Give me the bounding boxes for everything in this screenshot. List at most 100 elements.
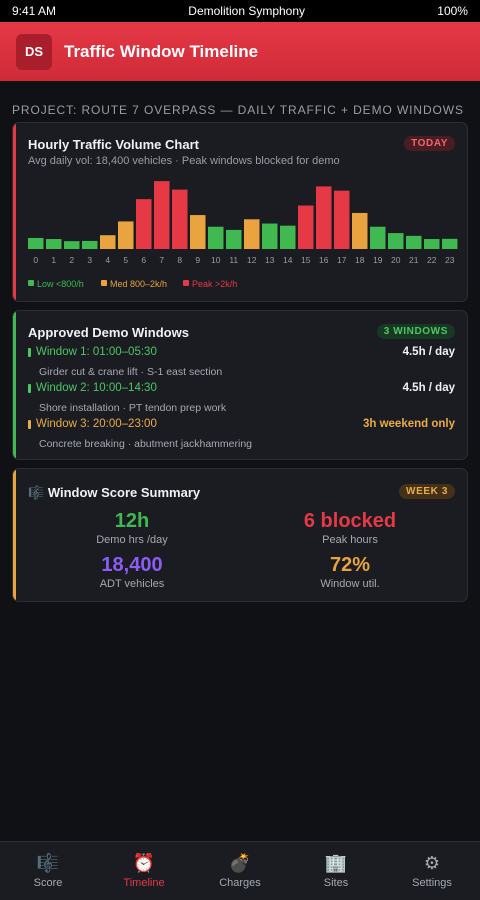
nav-tab-label: Charges xyxy=(219,877,261,889)
window-name-text: Window 3: 20:00–23:00 xyxy=(36,418,157,430)
x-tick-label: 2 xyxy=(69,255,74,265)
nav-tab-settings[interactable]: ⚙ Settings xyxy=(384,842,480,900)
legend-swatch-peak xyxy=(183,280,189,286)
bar-hour-2 xyxy=(64,241,80,249)
stat-value: 12h xyxy=(114,510,150,532)
legend-label-peak: Peak >2k/h xyxy=(192,279,237,289)
page-title: Traffic Window Timeline xyxy=(64,41,259,61)
windows-count-badge: 3 WINDOWS xyxy=(376,324,455,339)
app-header: DS Traffic Window Timeline xyxy=(0,22,480,81)
window-duration: 3h weekend only xyxy=(362,418,455,430)
x-tick-label: 11 xyxy=(229,255,238,265)
x-tick-label: 0 xyxy=(33,255,38,265)
stat-value: 6 blocked xyxy=(303,510,397,532)
nav-tab-sites[interactable]: 🏢 Sites xyxy=(288,842,384,900)
bar-hour-15 xyxy=(298,205,314,249)
x-tick-label: 14 xyxy=(283,255,293,265)
stat-peak-hours: 6 blocked Peak hours xyxy=(250,510,450,546)
x-tick-label: 12 xyxy=(247,255,257,265)
x-tick-label: 1 xyxy=(51,255,56,265)
window-name: Window 2: 10:00–14:30 xyxy=(28,382,455,394)
bar-hour-11 xyxy=(226,229,242,249)
x-tick-label: 23 xyxy=(445,255,455,265)
x-tick-label: 6 xyxy=(141,255,146,265)
bar-hour-1 xyxy=(46,239,62,249)
legend-swatch-med xyxy=(101,280,107,286)
traffic-chart-card: Hourly Traffic Volume Chart TODAY Avg da… xyxy=(12,122,468,302)
summary-card-title: 🎼 Window Score Summary xyxy=(28,485,200,501)
bar-hour-16 xyxy=(316,186,332,249)
window-item[interactable]: Window 2: 10:00–14:30 Shore installation … xyxy=(28,382,455,414)
summary-title-text: Window Score Summary xyxy=(47,485,201,500)
x-tick-label: 10 xyxy=(211,255,221,265)
project-line: PROJECT: ROUTE 7 OVERPASS — DAILY TRAFFI… xyxy=(12,103,464,117)
nav-tab-charges[interactable]: 💣 Charges xyxy=(192,842,288,900)
bar-hour-19 xyxy=(370,226,386,249)
bar-hour-9 xyxy=(190,215,206,249)
legend-label-low: Low <800/h xyxy=(37,279,84,289)
status-title: Demolition Symphony xyxy=(188,4,306,18)
window-description: Girder cut & crane lift · S-1 east secti… xyxy=(39,366,223,378)
x-tick-label: 15 xyxy=(301,255,311,265)
window-item[interactable]: Window 3: 20:00–23:00 Concrete breaking ·… xyxy=(28,418,455,450)
window-duration: 4.5h / day xyxy=(402,382,455,394)
traffic-chart: 0 1 2 3 4 5 6 7 8 9 10 11 12 13 14 15 16 17 18 19 20 21 22 23Lo… xyxy=(28,181,458,289)
bar-hour-23 xyxy=(442,238,458,249)
stat-window-util: 72% Window util. xyxy=(250,554,450,590)
bar-hour-0 xyxy=(28,237,44,249)
window-marker xyxy=(28,419,31,429)
x-tick-label: 9 xyxy=(195,255,200,265)
x-tick-label: 20 xyxy=(391,255,401,265)
nav-tab-timeline[interactable]: ⏰ Timeline xyxy=(96,842,192,900)
stat-value: 72% xyxy=(329,554,371,576)
window-item[interactable]: Window 1: 01:00–05:30 Girder cut & crane … xyxy=(28,346,455,378)
bottom-nav: 🎼 Score ⏰ Timeline 💣 Charges 🏢 Sites ⚙ Settings xyxy=(0,841,480,900)
nav-tab-label: Score xyxy=(33,877,63,889)
bar-hour-8 xyxy=(172,189,188,249)
demo-windows-card: Approved Demo Windows 3 WINDOWS Window 1… xyxy=(12,310,468,460)
stat-label: Peak hours xyxy=(322,534,378,546)
bar-hour-21 xyxy=(406,235,422,249)
bar-hour-5 xyxy=(118,221,134,249)
status-time: 9:41 AM xyxy=(12,4,57,18)
bar-hour-18 xyxy=(352,212,368,249)
x-tick-label: 4 xyxy=(105,255,110,265)
score-summary-card: 🎼 Window Score Summary WEEK 3 12h Demo h… xyxy=(12,468,468,602)
window-name: Window 1: 01:00–05:30 xyxy=(28,346,455,358)
nav-tab-score[interactable]: 🎼 Score xyxy=(0,842,96,900)
status-bar: 9:41 AM Demolition Symphony 100% xyxy=(0,0,480,22)
status-battery: 100% xyxy=(437,4,468,18)
window-name: Window 3: 20:00–23:00 xyxy=(28,418,455,430)
bar-hour-22 xyxy=(424,239,440,249)
bar-hour-4 xyxy=(100,235,116,249)
legend-swatch-low xyxy=(28,280,34,286)
windows-card-title: Approved Demo Windows xyxy=(28,325,189,340)
bar-hour-14 xyxy=(280,225,296,249)
traffic-card-subtitle: Avg daily vol: 18,400 vehicles · Peak wi… xyxy=(28,155,340,167)
x-tick-label: 22 xyxy=(427,255,437,265)
nav-tab-label: Timeline xyxy=(123,877,165,889)
bar-hour-12 xyxy=(244,219,260,249)
x-tick-label: 8 xyxy=(177,255,182,265)
bar-hour-20 xyxy=(388,233,404,249)
today-badge: TODAY xyxy=(404,136,455,151)
x-tick-label: 5 xyxy=(123,255,128,265)
x-tick-label: 21 xyxy=(409,255,419,265)
app-logo: DS xyxy=(16,33,52,70)
x-tick-label: 7 xyxy=(159,255,164,265)
window-marker xyxy=(28,347,31,357)
x-tick-label: 17 xyxy=(337,255,347,265)
traffic-card-title: Hourly Traffic Volume Chart xyxy=(28,137,199,152)
bar-hour-3 xyxy=(82,240,98,249)
x-tick-label: 13 xyxy=(265,255,275,265)
stat-label: ADT vehicles xyxy=(99,578,165,590)
window-duration: 4.5h / day xyxy=(402,346,455,358)
window-description: Shore installation · PT tendon prep work xyxy=(39,402,227,414)
building-icon: 🏢 xyxy=(324,853,348,873)
bar-hour-6 xyxy=(136,199,152,249)
bar-hour-17 xyxy=(334,190,350,249)
window-marker xyxy=(28,383,31,393)
score-icon: 🎼 xyxy=(36,853,60,873)
gear-icon: ⚙ xyxy=(423,853,441,873)
legend-label-med: Med 800–2k/h xyxy=(110,279,167,289)
